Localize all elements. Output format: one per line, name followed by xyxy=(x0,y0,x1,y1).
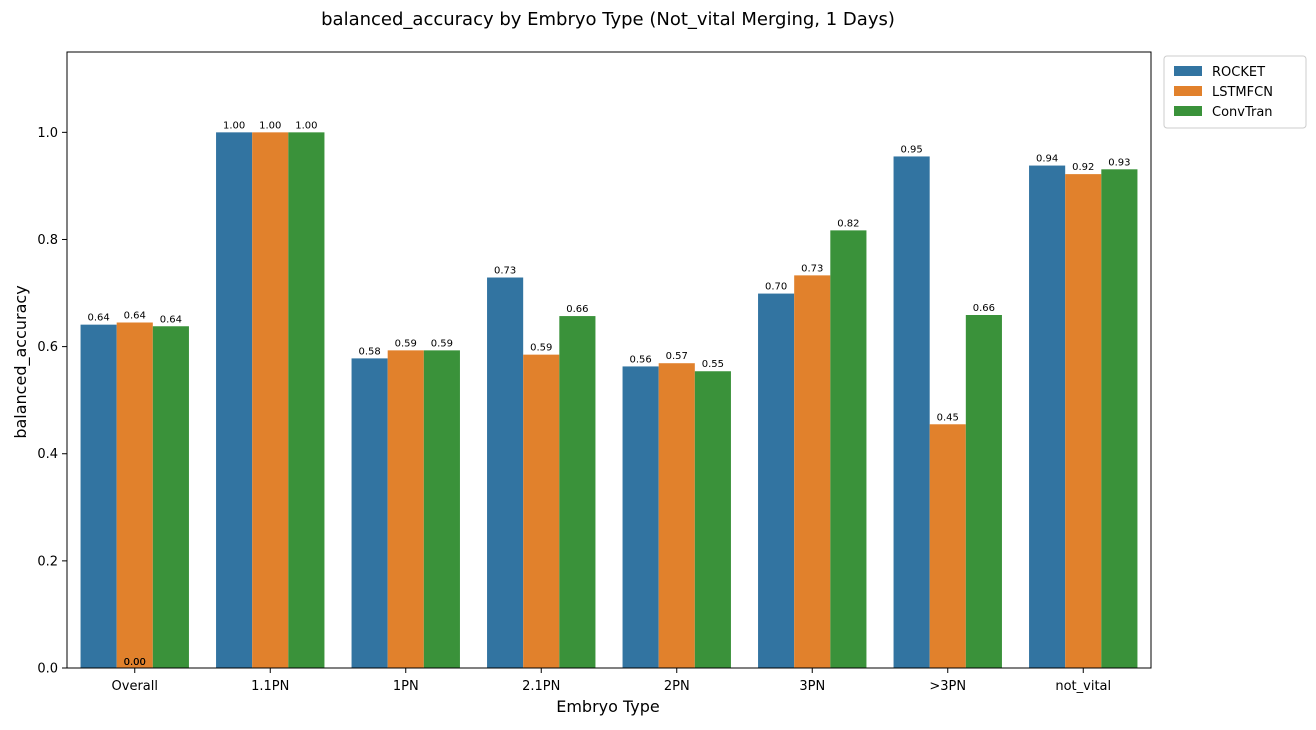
data-label: 0.59 xyxy=(431,338,453,349)
plot-frame xyxy=(66,51,1152,669)
bar xyxy=(758,293,795,668)
legend-entry-label: LSTMFCN xyxy=(1212,85,1273,100)
bar xyxy=(830,230,867,668)
data-label: 0.57 xyxy=(666,351,688,362)
data-label: 0.95 xyxy=(900,144,922,155)
data-label: 0.93 xyxy=(1108,157,1130,168)
bar xyxy=(216,132,253,668)
data-label: 0.59 xyxy=(530,343,552,354)
data-label: 0.64 xyxy=(160,314,182,325)
x-tick-label: Overall xyxy=(112,679,158,694)
y-axis-label: balanced_accuracy xyxy=(11,285,31,438)
legend: ROCKET LSTMFCN ConvTran xyxy=(1163,55,1307,129)
data-label: 0.64 xyxy=(87,313,109,324)
bar xyxy=(152,326,189,668)
legend-swatch xyxy=(1174,106,1202,116)
bar xyxy=(1101,169,1138,668)
bar xyxy=(116,322,153,668)
bar xyxy=(423,350,460,668)
data-label: 0.56 xyxy=(629,354,651,365)
data-label: 0.45 xyxy=(937,412,959,423)
x-tick-label: 1PN xyxy=(393,679,419,694)
bar xyxy=(893,156,930,668)
legend-swatch xyxy=(1174,66,1202,76)
data-label: 0.55 xyxy=(702,359,724,370)
annotation-label: 0.00 xyxy=(124,657,146,668)
legend-entry-label: ROCKET xyxy=(1212,65,1265,80)
data-label: 0.82 xyxy=(837,218,859,229)
data-label: 0.66 xyxy=(566,304,588,315)
legend-entry-label: ConvTran xyxy=(1212,105,1273,120)
legend-swatch xyxy=(1174,86,1202,96)
bar xyxy=(929,424,966,668)
y-tick-label: 0.8 xyxy=(37,233,58,248)
x-axis-label: Embryo Type xyxy=(556,697,660,716)
data-label: 0.73 xyxy=(494,266,516,277)
bar xyxy=(1065,174,1102,668)
bar xyxy=(658,363,695,668)
data-label: 0.94 xyxy=(1036,154,1058,165)
chart-title: balanced_accuracy by Embryo Type (Not_vi… xyxy=(321,9,895,30)
bar xyxy=(622,366,659,668)
y-tick-label: 0.0 xyxy=(37,662,58,677)
x-tick-label: not_vital xyxy=(1055,679,1111,694)
x-tick-label: 3PN xyxy=(799,679,825,694)
y-tick-label: 0.4 xyxy=(37,447,58,462)
data-label: 0.59 xyxy=(395,338,417,349)
bar xyxy=(1029,165,1066,668)
bars-layer xyxy=(80,132,1138,668)
x-tick-label: >3PN xyxy=(929,679,966,694)
data-label: 0.73 xyxy=(801,263,823,274)
data-label: 0.70 xyxy=(765,282,787,293)
bar xyxy=(965,315,1002,668)
bar xyxy=(559,316,596,668)
y-tick-label: 1.0 xyxy=(37,126,58,141)
bar xyxy=(523,354,560,668)
x-tick-label: 2PN xyxy=(664,679,690,694)
x-axis: Overall 1.1PN 1PN 2.1PN 2PN 3PN >3PN not_vital xyxy=(112,668,1111,694)
data-labels-layer: 0.64 1.00 0.58 0.73 0.56 0.70 0.95 0.94 0.64 1.00… xyxy=(87,120,1130,668)
x-tick-label: 2.1PN xyxy=(522,679,560,694)
bar xyxy=(351,358,388,668)
bar xyxy=(80,324,117,668)
y-tick-label: 0.6 xyxy=(37,340,58,355)
bar xyxy=(387,350,424,668)
data-label: 0.58 xyxy=(358,346,380,357)
data-label: 1.00 xyxy=(259,120,281,131)
annotation-label: 0.00 xyxy=(124,657,146,668)
data-label: 0.92 xyxy=(1072,162,1094,173)
data-label: 1.00 xyxy=(223,120,245,131)
bar xyxy=(794,275,831,668)
data-label: 0.66 xyxy=(973,303,995,314)
data-label: 0.64 xyxy=(124,311,146,322)
bar xyxy=(252,132,289,668)
data-label: 1.00 xyxy=(295,120,317,131)
y-axis: 0.0 0.2 0.4 0.6 0.8 1.0 xyxy=(37,126,67,677)
x-tick-label: 1.1PN xyxy=(251,679,289,694)
bar xyxy=(288,132,325,668)
bar xyxy=(694,371,731,668)
bar xyxy=(487,277,524,668)
y-tick-label: 0.2 xyxy=(37,554,58,569)
